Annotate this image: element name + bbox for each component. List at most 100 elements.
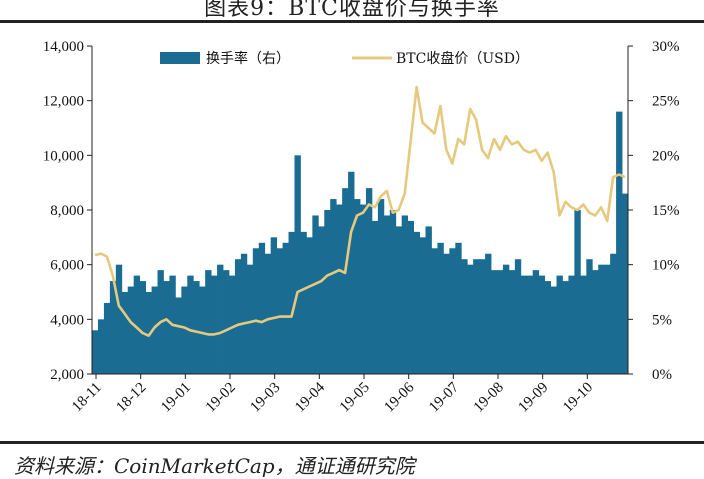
turnover-bar xyxy=(282,242,289,374)
x-tick-label: 19-03 xyxy=(247,380,283,416)
turnover-bar xyxy=(348,171,355,374)
turnover-bar xyxy=(425,226,432,374)
turnover-bar xyxy=(252,248,260,374)
left-tick-label: 8,000 xyxy=(50,203,84,219)
turnover-bar xyxy=(419,237,426,374)
turnover-bar xyxy=(455,242,462,374)
left-axis-ticks: 2,000 4,000 6,000 8,000 10,000 12,000 14,000 xyxy=(43,39,92,383)
right-tick-label: 5% xyxy=(652,312,672,328)
turnover-bar xyxy=(365,188,373,374)
turnover-bar xyxy=(389,210,397,374)
chart-svg: 2,000 4,000 6,000 8,000 10,000 12,000 14,000 0… xyxy=(43,39,680,416)
turnover-bar xyxy=(520,275,528,374)
turnover-bar xyxy=(306,237,313,374)
turnover-bar xyxy=(491,270,498,374)
turnover-bar xyxy=(562,281,569,374)
turnover-bar xyxy=(246,264,254,374)
turnover-bar xyxy=(288,231,295,374)
turnover-bar xyxy=(508,270,516,374)
turnover-bar xyxy=(616,111,623,374)
turnover-bar xyxy=(264,253,272,374)
turnover-bar xyxy=(228,275,236,374)
turnover-bar xyxy=(181,286,188,374)
turnover-bar xyxy=(407,220,414,374)
x-axis-ticks: 18-11 18-12 19-01 19-02 19-03 19-04 19-05 19-06… xyxy=(69,374,596,416)
turnover-bar xyxy=(568,275,575,374)
x-tick-label: 18-12 xyxy=(113,380,149,416)
turnover-bar xyxy=(336,204,343,374)
turnover-bar xyxy=(360,204,367,374)
x-tick-label: 19-02 xyxy=(203,380,239,416)
turnover-bar xyxy=(413,231,420,374)
turnover-bar xyxy=(485,253,492,374)
turnover-bar xyxy=(610,253,617,374)
turnover-bar xyxy=(240,253,248,374)
right-tick-label: 20% xyxy=(652,148,680,164)
left-tick-label: 6,000 xyxy=(50,258,84,274)
btc-price-line xyxy=(94,85,626,338)
turnover-bar xyxy=(121,292,129,374)
right-axis-ticks: 0% 5% 10% 15% 20% 25% 30% xyxy=(628,39,680,383)
turnover-bar xyxy=(205,270,212,374)
turnover-bar xyxy=(151,286,158,374)
turnover-bar xyxy=(395,226,403,374)
left-tick-label: 4,000 xyxy=(50,312,84,328)
turnover-bar xyxy=(377,199,385,374)
turnover-bar xyxy=(270,237,278,374)
turnover-bar xyxy=(383,215,391,374)
turnover-bar xyxy=(371,220,379,374)
turnover-bars xyxy=(92,111,629,374)
right-tick-label: 15% xyxy=(652,203,680,219)
turnover-bar xyxy=(496,270,504,374)
turnover-bar xyxy=(318,226,325,374)
turnover-bar xyxy=(550,286,557,374)
legend: 换手率（右） BTC收盘价（USD） xyxy=(160,50,529,67)
turnover-bar xyxy=(467,264,474,374)
top-rule xyxy=(0,20,704,23)
x-tick-label: 19-01 xyxy=(158,380,194,416)
turnover-bar xyxy=(97,319,105,374)
turnover-bar xyxy=(127,286,135,374)
turnover-bar xyxy=(217,264,224,374)
turnover-bar xyxy=(592,270,599,374)
legend-price-label: BTC收盘价（USD） xyxy=(396,50,529,67)
x-tick-label: 19-06 xyxy=(381,379,417,415)
turnover-bar xyxy=(330,199,337,374)
turnover-bar xyxy=(175,297,182,374)
turnover-bar xyxy=(234,259,242,374)
turnover-bar xyxy=(514,259,522,374)
turnover-bar xyxy=(622,193,629,374)
turnover-bar xyxy=(443,253,450,374)
x-tick-label: 19-09 xyxy=(515,380,551,416)
source-note: 资料来源：CoinMarketCap，通证通研究院 xyxy=(14,454,415,478)
turnover-bar xyxy=(401,215,409,374)
right-tick-label: 10% xyxy=(652,258,680,274)
x-tick-label: 18-11 xyxy=(69,380,105,416)
turnover-bar xyxy=(139,281,146,374)
bottom-rule xyxy=(0,441,704,444)
turnover-bar xyxy=(449,248,456,374)
x-tick-label: 19-10 xyxy=(560,380,596,416)
turnover-bar xyxy=(461,259,468,374)
turnover-bar xyxy=(276,248,283,374)
turnover-bar xyxy=(598,264,605,374)
turnover-bar xyxy=(133,275,141,374)
turnover-bar xyxy=(538,275,546,374)
legend-bar-swatch xyxy=(160,52,200,64)
turnover-bar xyxy=(258,242,266,374)
turnover-bar xyxy=(312,215,319,374)
turnover-bar xyxy=(544,281,551,374)
turnover-bar xyxy=(431,248,438,374)
turnover-bar xyxy=(479,259,486,374)
turnover-bar xyxy=(556,275,563,374)
turnover-bar xyxy=(586,259,593,374)
turnover-bar xyxy=(145,292,152,374)
right-tick-label: 25% xyxy=(652,94,680,110)
turnover-bar xyxy=(354,199,361,374)
turnover-bar xyxy=(294,155,301,374)
right-tick-label: 30% xyxy=(652,39,680,55)
x-tick-label: 19-07 xyxy=(426,379,462,415)
turnover-bar xyxy=(526,275,534,374)
turnover-bar xyxy=(193,281,200,374)
left-tick-label: 2,000 xyxy=(50,367,84,383)
